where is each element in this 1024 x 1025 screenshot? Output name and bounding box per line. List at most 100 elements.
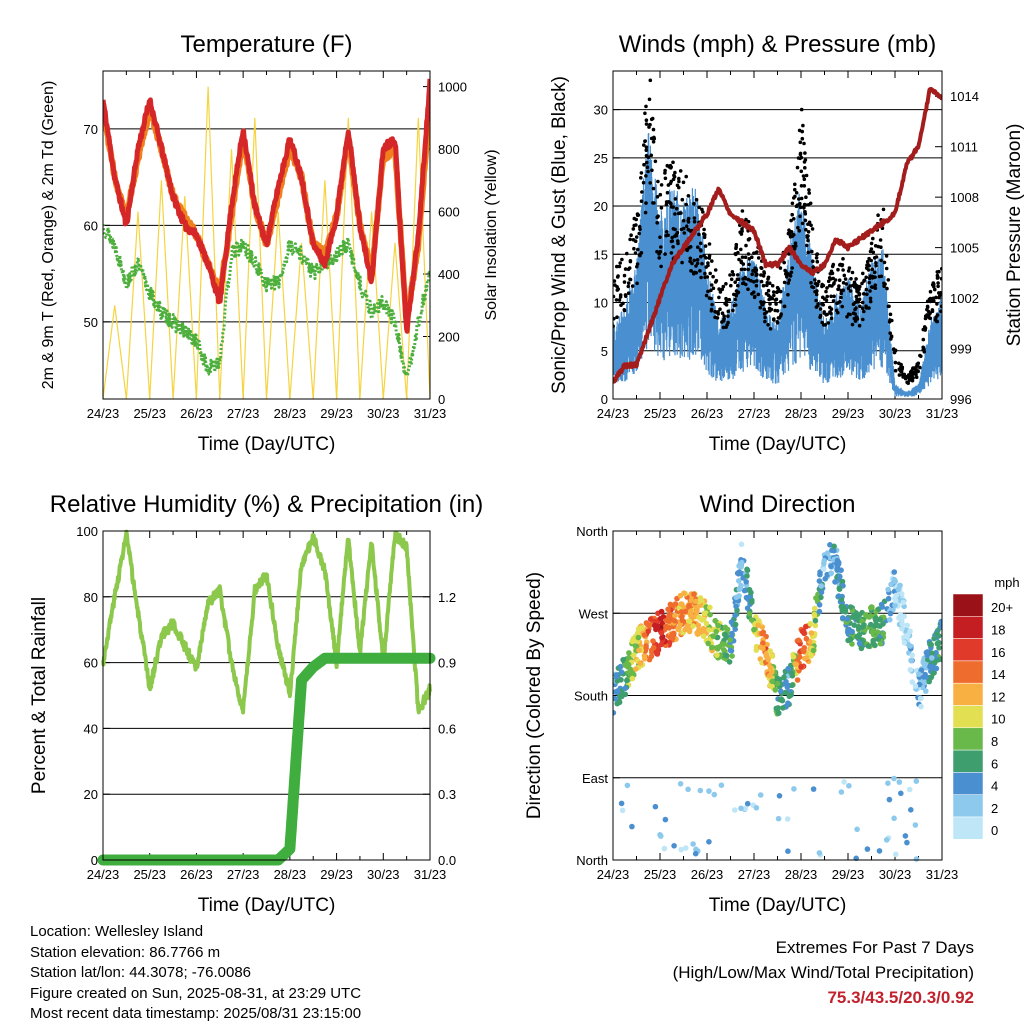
dir-point xyxy=(867,613,874,619)
series-wind xyxy=(613,133,942,397)
dir-point xyxy=(654,623,661,630)
speed-legend: mph 20+ 18 16 14 12 10 8 6 4 2 0 xyxy=(952,575,1020,840)
dir-point xyxy=(883,837,890,843)
dir-point xyxy=(901,613,907,620)
dir-point xyxy=(874,629,881,635)
dir-point xyxy=(744,605,751,611)
dir-point xyxy=(828,563,834,570)
dir-point xyxy=(901,639,908,646)
x-axis-label: Time (Day/UTC) xyxy=(709,434,847,455)
x-tick-label: 28/23 xyxy=(785,406,818,421)
dir-point xyxy=(617,663,624,670)
dir-point xyxy=(744,567,751,573)
legend-label: 2 xyxy=(991,801,998,816)
dir-point xyxy=(801,630,807,636)
dir-point xyxy=(657,615,664,622)
x-tick-label: 31/23 xyxy=(414,867,447,882)
y-tick-label: 20 xyxy=(594,199,608,214)
dir-point xyxy=(794,677,801,683)
plot-border xyxy=(102,70,431,400)
dir-point xyxy=(684,623,690,629)
x-tick-label: 29/23 xyxy=(320,867,353,882)
x-tick-label: 27/23 xyxy=(227,867,260,882)
dir-point xyxy=(712,617,718,624)
dir-point xyxy=(775,710,782,716)
dir-point xyxy=(721,647,727,653)
y-tick-label: 40 xyxy=(84,721,98,736)
x-tick-label: 28/23 xyxy=(274,406,307,421)
legend-swatch xyxy=(952,816,984,840)
dir-point xyxy=(619,807,626,814)
dir-point xyxy=(921,674,927,680)
dir-point xyxy=(678,846,684,853)
legend-label: 20+ xyxy=(991,600,1013,615)
dir-point xyxy=(885,595,892,602)
dir-point xyxy=(652,618,658,625)
dir-point xyxy=(686,618,693,625)
x-tick-label: 29/23 xyxy=(832,867,865,882)
dir-point xyxy=(658,630,665,636)
y-tick-label: West xyxy=(579,606,609,621)
dir-point xyxy=(886,796,893,803)
dir-point xyxy=(803,623,809,630)
x-tick-label: 27/23 xyxy=(738,867,771,882)
y-tick-label: 80 xyxy=(84,590,98,605)
dir-point xyxy=(864,846,871,852)
location-text: Location: Wellesley Island xyxy=(30,923,204,940)
x-tick-label: 25/23 xyxy=(133,406,166,421)
dir-point xyxy=(679,613,685,620)
x-tick-label: 29/23 xyxy=(832,406,865,421)
dir-point xyxy=(888,581,894,588)
dir-point xyxy=(869,629,876,635)
plot-area xyxy=(613,78,942,397)
dir-point xyxy=(732,807,738,813)
dir-point xyxy=(877,616,883,623)
dir-point xyxy=(707,611,713,618)
x-tick-label: 26/23 xyxy=(691,406,724,421)
dir-point xyxy=(877,640,884,647)
dir-point xyxy=(751,626,757,633)
dir-point xyxy=(878,601,885,608)
y2-tick-label: 0.9 xyxy=(438,656,456,671)
dir-point xyxy=(791,786,797,792)
x-tick-label: 26/23 xyxy=(180,406,213,421)
dir-point xyxy=(622,685,628,692)
dir-point xyxy=(774,680,781,687)
dir-point xyxy=(904,622,910,629)
dir-point xyxy=(688,608,694,614)
x-tick-label: 25/23 xyxy=(644,406,677,421)
y-tick-label: South xyxy=(574,689,608,704)
dir-point xyxy=(865,643,872,649)
dir-point xyxy=(644,621,651,628)
dir-point xyxy=(636,647,642,654)
dir-point xyxy=(775,815,782,822)
y-tick-label: East xyxy=(582,771,608,786)
y2-tick-label: 1002 xyxy=(950,291,979,306)
panel-3: Relative Humidity (%) & Precipitation (i… xyxy=(29,491,483,916)
dir-point xyxy=(777,696,783,703)
dir-point xyxy=(927,663,933,670)
x-tick-label: 28/23 xyxy=(785,867,818,882)
dir-point xyxy=(774,675,781,682)
dir-point xyxy=(746,611,753,617)
x-tick-label: 30/23 xyxy=(367,406,400,421)
dir-point xyxy=(856,631,863,638)
dir-point xyxy=(929,655,935,661)
dir-point xyxy=(898,591,905,597)
dir-point xyxy=(831,543,837,550)
dir-point xyxy=(714,652,720,658)
dir-point xyxy=(909,652,916,658)
dir-point xyxy=(921,661,928,668)
series-rh xyxy=(101,529,432,715)
dir-point xyxy=(613,672,620,678)
dir-point xyxy=(653,649,660,655)
dir-point xyxy=(849,628,855,635)
dir-point xyxy=(811,605,818,612)
dir-point xyxy=(687,612,694,619)
dir-point xyxy=(692,598,699,605)
y-axis-label: Direction (Colored By Speed) xyxy=(524,572,545,819)
x-tick-label: 24/23 xyxy=(597,406,630,421)
dir-point xyxy=(818,589,825,596)
dir-point xyxy=(629,823,635,830)
